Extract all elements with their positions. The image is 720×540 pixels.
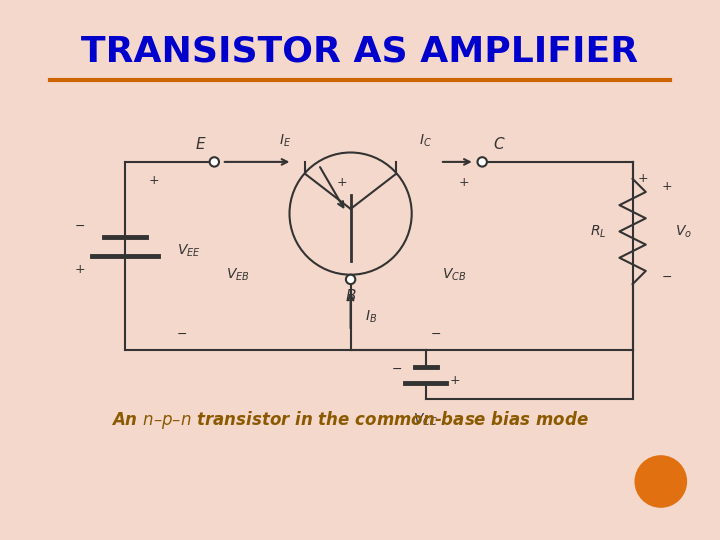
Text: $V_{CB}$: $V_{CB}$ [442, 267, 466, 283]
Text: $I_E$: $I_E$ [279, 133, 291, 150]
Text: $I_C$: $I_C$ [419, 133, 432, 150]
Text: $+$: $+$ [449, 374, 461, 387]
Text: $-$: $-$ [391, 362, 402, 375]
Text: $-$: $-$ [74, 219, 86, 232]
Text: B: B [346, 289, 356, 304]
Circle shape [210, 157, 219, 167]
Text: $+$: $+$ [336, 176, 347, 189]
Text: $-$: $-$ [430, 327, 441, 340]
Text: $+$: $+$ [637, 172, 649, 185]
Text: $+$: $+$ [148, 174, 159, 187]
Text: $V_o$: $V_o$ [675, 223, 692, 240]
Text: C: C [494, 138, 505, 152]
Circle shape [477, 157, 487, 167]
Text: $V_{EB}$: $V_{EB}$ [226, 267, 250, 283]
Circle shape [634, 455, 687, 508]
Text: $V_{CC}$: $V_{CC}$ [413, 411, 438, 428]
Text: $R_L$: $R_L$ [590, 223, 606, 240]
Text: $-$: $-$ [176, 327, 187, 340]
Text: $-$: $-$ [661, 270, 672, 283]
Text: $+$: $+$ [661, 180, 672, 193]
Text: $V_{EE}$: $V_{EE}$ [176, 243, 200, 259]
Text: TRANSISTOR AS AMPLIFIER: TRANSISTOR AS AMPLIFIER [81, 35, 639, 69]
Text: $+$: $+$ [74, 262, 86, 275]
Text: $+$: $+$ [458, 176, 469, 189]
Circle shape [346, 275, 355, 284]
Text: E: E [195, 138, 205, 152]
Text: $I_B$: $I_B$ [365, 309, 377, 325]
Text: An $n$–$p$–$n$ transistor in the common-base bias mode: An $n$–$p$–$n$ transistor in the common-… [111, 409, 589, 431]
